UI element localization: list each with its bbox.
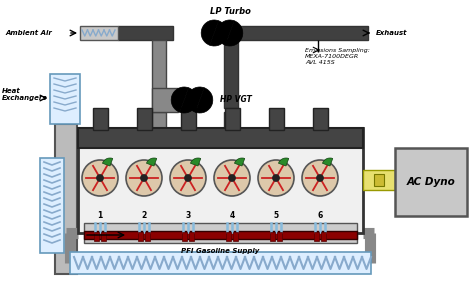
Wedge shape (322, 158, 333, 166)
Wedge shape (180, 88, 197, 113)
Text: 2: 2 (141, 212, 146, 221)
Circle shape (273, 175, 280, 182)
Bar (233, 232, 238, 241)
Text: 4: 4 (229, 212, 235, 221)
Bar (84, 223, 357, 243)
Circle shape (184, 175, 191, 182)
Bar (152, 112, 166, 130)
Circle shape (170, 160, 206, 196)
Bar (138, 232, 143, 241)
Text: Emissions Sampling:
MEXA-7100DEGR
AVL 415S: Emissions Sampling: MEXA-7100DEGR AVL 41… (305, 48, 370, 65)
Bar (225, 108, 240, 130)
Wedge shape (102, 158, 113, 166)
Circle shape (317, 175, 323, 182)
Bar (84, 231, 357, 239)
Wedge shape (187, 87, 204, 112)
Bar (50, 74, 80, 124)
Text: Ambient Air: Ambient Air (5, 30, 52, 36)
Bar (269, 108, 284, 130)
Bar (395, 148, 467, 216)
Circle shape (228, 175, 236, 182)
Text: Exhaust: Exhaust (376, 30, 408, 36)
Wedge shape (210, 21, 227, 46)
Bar (321, 232, 326, 241)
Bar (277, 232, 282, 241)
Circle shape (258, 160, 294, 196)
Circle shape (140, 175, 147, 182)
Bar (224, 112, 238, 130)
Text: PFI Gasoline Supply: PFI Gasoline Supply (181, 248, 259, 254)
Bar (78, 128, 363, 148)
Circle shape (126, 160, 162, 196)
Bar (189, 232, 194, 241)
Bar (224, 40, 238, 108)
Wedge shape (171, 87, 189, 112)
Bar (55, 124, 77, 274)
Text: 3: 3 (185, 212, 191, 221)
Circle shape (82, 160, 118, 196)
Bar (80, 26, 118, 40)
Circle shape (302, 160, 338, 196)
Text: LP Turbo: LP Turbo (210, 7, 250, 16)
Bar (182, 232, 187, 241)
Bar (152, 88, 178, 112)
Text: 6: 6 (318, 212, 323, 221)
Bar (270, 232, 275, 241)
Circle shape (97, 175, 103, 182)
Text: HP VGT: HP VGT (220, 96, 252, 105)
Bar (226, 232, 231, 241)
Bar (101, 232, 106, 241)
Text: 1: 1 (97, 212, 103, 221)
Bar (181, 108, 196, 130)
Wedge shape (225, 21, 243, 46)
Bar (118, 26, 173, 40)
Wedge shape (195, 88, 213, 113)
Bar (152, 40, 166, 108)
Bar (40, 158, 64, 253)
Bar (363, 170, 395, 190)
Wedge shape (201, 20, 219, 45)
Bar (374, 174, 384, 186)
Bar (78, 128, 363, 233)
Bar (145, 232, 150, 241)
Text: AC Dyno: AC Dyno (407, 177, 456, 187)
Wedge shape (146, 158, 157, 166)
Wedge shape (235, 158, 245, 166)
Text: Heat
Exchangers: Heat Exchangers (2, 88, 47, 101)
Bar (238, 26, 368, 40)
Bar (70, 252, 371, 274)
Bar (93, 108, 108, 130)
Circle shape (214, 160, 250, 196)
Bar (137, 108, 152, 130)
Wedge shape (217, 20, 234, 45)
Wedge shape (191, 158, 201, 166)
Bar (314, 232, 319, 241)
Text: 5: 5 (273, 212, 279, 221)
Wedge shape (279, 158, 289, 166)
Bar (94, 232, 99, 241)
Bar (313, 108, 328, 130)
